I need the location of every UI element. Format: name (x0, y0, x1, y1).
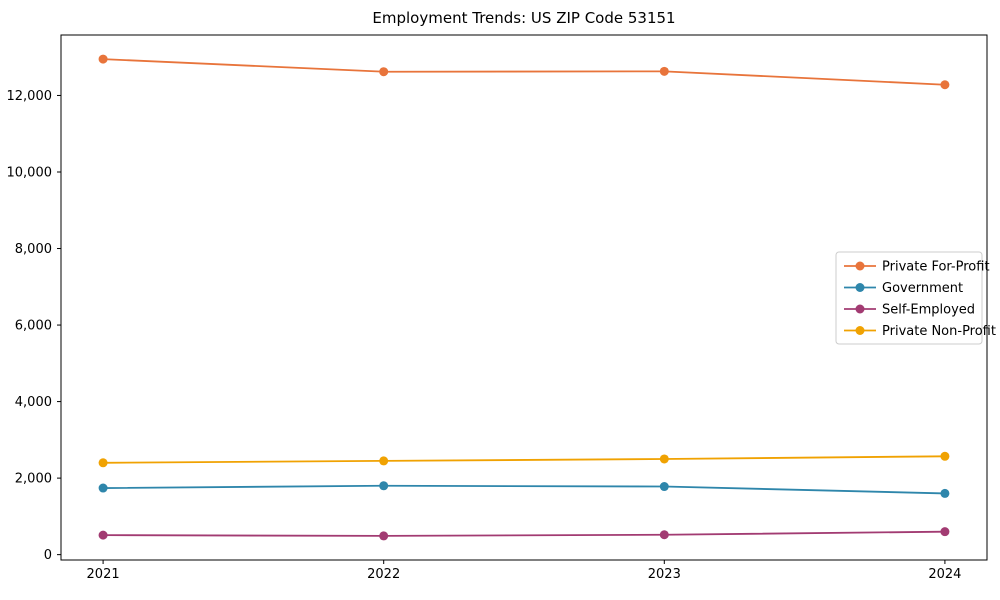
data-point-marker (659, 454, 669, 464)
data-point-marker (940, 527, 950, 537)
legend-label: Private Non-Profit (882, 324, 996, 339)
legend-box (835, 251, 983, 345)
series-line (103, 455, 945, 464)
series-line (103, 484, 945, 495)
data-point-marker (379, 531, 389, 541)
data-point-marker (379, 481, 389, 491)
legend-label: Government (882, 281, 963, 296)
x-axis-tick-label: 2024 (928, 567, 961, 582)
data-point-marker (98, 458, 108, 468)
legend-sample-marker-icon (855, 283, 865, 292)
chart-title: Employment Trends: US ZIP Code 53151 (372, 9, 676, 27)
series-line (103, 58, 945, 86)
data-point-marker (379, 67, 389, 77)
data-point-marker (659, 66, 669, 76)
legend-label: Self-Employed (882, 303, 975, 318)
y-axis-tick-label: 2,000 (15, 472, 52, 487)
legend-sample-marker-icon (855, 326, 865, 335)
legend-sample-marker-icon (855, 261, 865, 271)
y-axis-tick-label: 0 (44, 548, 52, 563)
data-point-marker (98, 530, 108, 540)
data-point-marker (379, 456, 389, 466)
series-line (103, 530, 945, 537)
data-point-marker (940, 451, 950, 461)
data-point-marker (940, 80, 950, 90)
legend-label: Private For-Profit (882, 260, 990, 275)
plot-border (60, 34, 988, 561)
y-axis-tick-label: 8,000 (15, 242, 52, 257)
y-axis-tick-label: 6,000 (15, 319, 52, 334)
x-axis-tick-label: 2023 (648, 567, 681, 582)
data-point-marker (98, 483, 108, 493)
legend: Private For-Profit Government Self-Employe… (835, 251, 996, 345)
y-axis-tick-label: 10,000 (7, 165, 53, 180)
x-axis-tick-label: 2022 (367, 567, 400, 582)
legend-sample-marker-icon (855, 304, 865, 314)
y-axis-tick-label: 12,000 (7, 89, 53, 104)
data-point-marker (940, 488, 950, 498)
y-axis-tick-label: 4,000 (15, 395, 52, 410)
data-point-marker (659, 482, 669, 492)
x-axis-tick-label: 2021 (87, 567, 120, 582)
data-point-marker (659, 530, 669, 540)
data-point-marker (98, 54, 108, 64)
